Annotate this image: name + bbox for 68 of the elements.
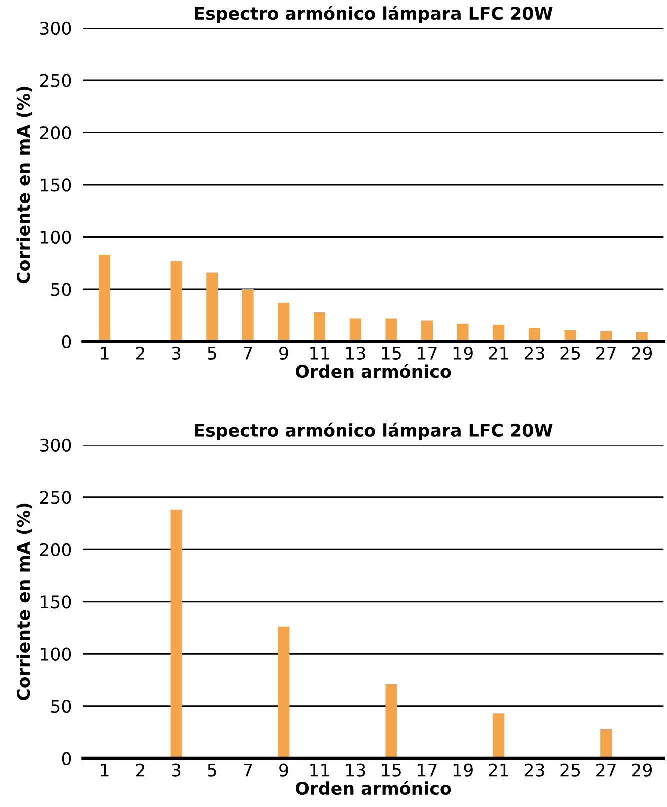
y-tick-label: 150 [41, 178, 72, 192]
bar [206, 272, 218, 342]
x-tick-label: 9 [280, 764, 288, 777]
bar [493, 714, 505, 759]
y-tick-label: 50 [52, 283, 72, 296]
bar [170, 261, 182, 342]
x-tick-label: 29 [632, 764, 652, 777]
x-tick-label: 7 [244, 347, 252, 360]
y-tick-label: 0 [62, 752, 72, 766]
x-tick-label: 23 [524, 346, 544, 360]
x-tick-label: 19 [454, 764, 473, 777]
y-tick-label: 0 [62, 335, 72, 349]
y-tick-label: 200 [40, 126, 72, 140]
bar [350, 318, 362, 342]
x-tick-label: 17 [418, 347, 437, 360]
y-tick-label: 300 [40, 22, 72, 36]
x-tick-label: 3 [172, 764, 181, 777]
x-tick-label: 11 [310, 764, 330, 777]
x-tick-label: 25 [560, 346, 580, 360]
x-tick-label: 29 [632, 346, 652, 360]
bar [386, 318, 398, 342]
x-axis-title: Orden armónico [296, 364, 452, 378]
y-tick-label: 100 [41, 230, 72, 244]
y-axis-title: Corriente en mA (%) [16, 504, 32, 700]
x-tick-label: 17 [418, 764, 437, 777]
bar [278, 303, 290, 342]
x-axis-title: Orden armónico [296, 780, 452, 796]
y-tick-label: 250 [40, 491, 72, 504]
bar [493, 324, 505, 342]
chart-title: Espectro armónico lámpara LFC 20W [195, 6, 553, 24]
x-tick-label: 21 [489, 346, 508, 360]
x-tick-label: 3 [172, 346, 181, 360]
x-tick-label: 9 [280, 346, 288, 360]
x-tick-label: 27 [596, 346, 616, 360]
y-tick-label: 300 [40, 438, 72, 452]
y-tick-label: 150 [41, 596, 72, 609]
x-tick-label: 1 [101, 764, 109, 777]
bar [99, 254, 111, 342]
x-tick-label: 19 [454, 346, 473, 360]
x-tick-label: 7 [244, 764, 252, 777]
x-tick-label: 13 [346, 346, 366, 360]
y-tick-label: 50 [52, 700, 72, 714]
chart-title: Espectro armónico lámpara LFC 20W [195, 422, 553, 440]
x-tick-label: 5 [208, 764, 216, 777]
x-tick-label: 15 [382, 347, 401, 360]
x-tick-label: 2 [136, 764, 144, 777]
y-tick-label: 250 [40, 74, 72, 88]
bar [600, 729, 612, 759]
x-tick-label: 25 [560, 764, 580, 777]
x-tick-label: 27 [596, 764, 616, 777]
bar [457, 324, 469, 342]
x-tick-label: 5 [208, 347, 216, 360]
bar [314, 312, 326, 342]
x-tick-label: 11 [310, 347, 330, 360]
bar [242, 289, 254, 342]
y-tick-label: 200 [40, 543, 72, 556]
x-tick-label: 2 [136, 346, 144, 360]
y-axis-title: Corriente en mA (%) [16, 86, 32, 284]
x-tick-label: 23 [524, 764, 544, 777]
x-tick-label: 21 [489, 764, 508, 777]
x-tick-label: 1 [101, 347, 109, 360]
x-tick-label: 15 [382, 764, 401, 777]
x-tick-label: 13 [346, 764, 366, 777]
bar [170, 510, 182, 759]
bar [386, 684, 398, 759]
y-tick-label: 100 [41, 648, 72, 661]
bar [422, 320, 433, 342]
bar [278, 626, 290, 759]
